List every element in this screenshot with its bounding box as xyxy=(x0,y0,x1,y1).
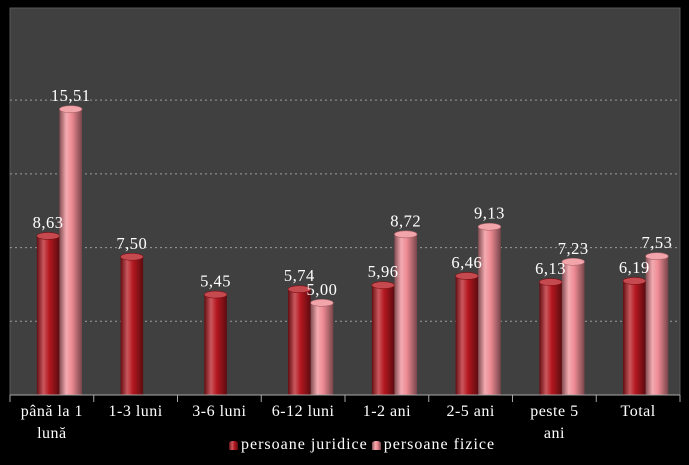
data-label-persoane-fizice-1-2-ani: 8,72 xyxy=(390,211,421,230)
legend-item-persoane-juridice: persoane juridice xyxy=(229,436,368,454)
data-label-persoane-fizice-peste-5-ani: 7,23 xyxy=(558,239,589,258)
bar-persoane-juridice-total xyxy=(622,277,646,395)
legend-marker-persoane-fizice xyxy=(371,440,381,450)
bar-persoane-fizice-6-12-luni xyxy=(310,299,334,395)
bar-cap xyxy=(394,230,418,239)
bar-cap xyxy=(36,232,60,240)
legend-marker-persoane-juridice xyxy=(229,440,238,450)
bar-body xyxy=(36,235,60,395)
data-label-persoane-fizice-6-12-luni: 5,00 xyxy=(307,280,338,299)
data-label-persoane-fizice-2-5-ani: 9,13 xyxy=(474,204,505,223)
data-label-persoane-juridice-1-3-luni: 7,50 xyxy=(116,234,147,253)
bar-persoane-fizice-1-2-ani xyxy=(394,230,418,395)
bar-persoane-juridice-6-12-luni xyxy=(287,285,311,395)
data-label-persoane-juridice-6-12-luni: 5,74 xyxy=(284,266,315,285)
bar-cap xyxy=(310,299,334,307)
x-tick-label-total: Total xyxy=(620,403,656,420)
bar-body xyxy=(645,256,669,395)
bar-persoane-juridice-2-5-ani xyxy=(455,272,479,395)
x-tick-label-2-5-ani: 2-5 ani xyxy=(446,403,495,420)
x-tick-label-1-2-ani: 1-2 ani xyxy=(362,403,412,420)
bar-cap xyxy=(59,105,83,113)
data-label-persoane-juridice-1-2-ani: 5,96 xyxy=(368,262,399,281)
bar-persoane-juridice-pana-la-1-luna xyxy=(36,232,60,395)
bar-persoane-fizice-pana-la-1-luna xyxy=(59,105,83,396)
bar-cap xyxy=(455,272,479,280)
x-tick-label-6-12-luni: 6-12 luni xyxy=(271,403,335,420)
bar-body xyxy=(204,294,227,395)
data-label-persoane-fizice-total: 7,53 xyxy=(642,233,673,252)
bar-cap xyxy=(561,257,585,266)
data-label-persoane-juridice-peste-5-ani: 6,13 xyxy=(535,259,566,278)
x-tick-label-1-3-luni: 1-3 luni xyxy=(108,403,163,420)
bar-body xyxy=(310,302,334,395)
bars xyxy=(36,105,669,396)
data-label-persoane-juridice-3-6-luni: 5,45 xyxy=(200,272,231,291)
bar-persoane-fizice-2-5-ani xyxy=(477,222,502,395)
bar-body xyxy=(394,234,418,395)
bar-body xyxy=(120,256,144,395)
bar-cap xyxy=(371,281,395,289)
data-label-persoane-fizice-pana-la-1-luna: 15,51 xyxy=(51,86,91,105)
data-labels: 8,63 7,50 5,45 5,74 5,96 6,46 6,13 6,19 15,51 5,0… xyxy=(33,86,673,299)
bar-body xyxy=(478,226,501,395)
bar-cap xyxy=(120,252,144,261)
bar-persoane-juridice-1-3-luni xyxy=(120,252,144,395)
legend-label-persoane-fizice: persoane fizice xyxy=(383,436,496,453)
data-label-persoane-juridice-pana-la-1-luna: 8,63 xyxy=(33,213,64,232)
legend: persoane juridice persoane fizice xyxy=(229,436,495,454)
x-axis-ticks xyxy=(9,395,681,402)
bar-persoane-fizice-peste-5-ani xyxy=(561,257,585,395)
x-tick-label-pana-la-1-luna: până la 1 lună xyxy=(20,403,83,442)
legend-item-persoane-fizice: persoane fizice xyxy=(371,436,496,454)
bar-body xyxy=(539,282,562,395)
bar-cap xyxy=(645,252,669,261)
bar-cap xyxy=(538,278,563,286)
bar-cap xyxy=(477,222,502,231)
data-label-persoane-juridice-total: 6,19 xyxy=(619,258,650,277)
bar-cap xyxy=(287,285,311,294)
bar-body xyxy=(561,261,585,395)
bar-body xyxy=(59,109,83,396)
bar-persoane-fizice-total xyxy=(645,252,669,395)
bar-persoane-juridice-peste-5-ani xyxy=(538,278,563,395)
bar-cap xyxy=(622,277,646,285)
x-tick-label-peste-5-ani: peste 5 ani xyxy=(530,403,579,442)
bar-body xyxy=(623,280,646,395)
bar-body xyxy=(455,275,479,395)
bar-body xyxy=(371,285,395,395)
data-label-persoane-juridice-2-5-ani: 6,46 xyxy=(451,253,482,272)
bar-cap xyxy=(204,290,228,299)
bar-persoane-juridice-3-6-luni xyxy=(204,290,228,395)
bar-body xyxy=(288,289,311,395)
legend-label-persoane-juridice: persoane juridice xyxy=(241,436,368,453)
bar-persoane-juridice-1-2-ani xyxy=(371,281,395,395)
x-tick-label-3-6-luni: 3-6 luni xyxy=(192,403,247,420)
